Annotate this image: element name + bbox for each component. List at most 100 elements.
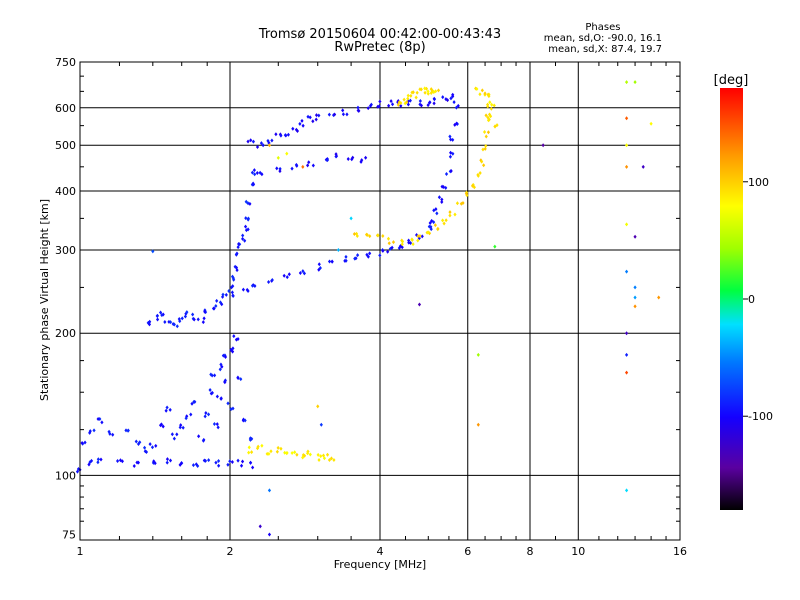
echo-point <box>206 412 211 417</box>
echo-point <box>191 312 195 317</box>
echo-point <box>266 279 271 284</box>
echo-point <box>248 201 252 206</box>
echo-point <box>219 362 223 367</box>
echo-point <box>414 95 418 100</box>
echo-point <box>276 155 280 160</box>
echo-point <box>624 80 629 85</box>
echo-point <box>308 452 312 457</box>
echo-point <box>388 246 392 251</box>
echo-point <box>482 163 486 168</box>
echo-point <box>541 143 545 148</box>
echo-point <box>248 436 253 441</box>
echo-point <box>154 443 158 448</box>
echo-point <box>495 123 499 128</box>
echo-point <box>360 158 364 163</box>
echo-point <box>325 158 330 163</box>
echo-point <box>486 118 491 123</box>
echo-point <box>482 129 487 134</box>
echo-point <box>165 457 170 462</box>
echo-point <box>219 396 223 401</box>
echo-point <box>408 241 413 246</box>
echo-point <box>322 456 327 461</box>
echo-point <box>279 446 283 451</box>
echo-point <box>196 317 200 322</box>
echo-point <box>411 242 415 247</box>
echo-point <box>397 100 401 105</box>
echo-point <box>98 417 102 422</box>
echo-point <box>164 408 168 413</box>
echo-point <box>440 184 444 189</box>
echo-point <box>285 451 289 456</box>
echo-point <box>172 322 176 327</box>
echo-point <box>456 103 460 108</box>
echo-point <box>432 208 436 213</box>
echo-point <box>291 126 295 131</box>
echo-point <box>283 133 287 138</box>
echo-point <box>138 440 142 445</box>
echo-point <box>405 100 409 105</box>
echo-point <box>120 459 124 464</box>
echo-point <box>282 273 286 278</box>
echo-point <box>251 465 255 470</box>
echo-point <box>428 100 432 105</box>
echo-point <box>400 242 404 247</box>
echo-point <box>390 102 395 107</box>
echo-point <box>492 103 496 108</box>
echo-point <box>265 451 269 456</box>
echo-point <box>449 169 453 174</box>
echo-point <box>426 91 430 96</box>
echo-point <box>235 268 239 273</box>
echo-point <box>228 459 232 464</box>
echo-point <box>327 457 332 462</box>
echo-point <box>172 436 176 441</box>
echo-point <box>231 346 235 351</box>
echo-point <box>243 238 247 243</box>
echo-point <box>124 428 128 433</box>
phase-x-stats: mean, sd,X: 87.4, 19.7 <box>548 44 662 55</box>
echo-point <box>341 108 345 113</box>
echo-point <box>476 422 480 427</box>
echo-point <box>426 89 430 94</box>
echo-point <box>244 199 248 204</box>
echo-point <box>151 249 155 254</box>
echo-point <box>243 418 247 423</box>
echo-point <box>181 425 185 430</box>
echo-point <box>279 133 283 138</box>
echo-point <box>175 324 179 329</box>
echo-point <box>233 264 237 269</box>
chart-subtitle: RwPretec (8p) <box>334 40 426 55</box>
echo-point <box>266 138 270 143</box>
echo-point <box>253 172 257 177</box>
echo-point <box>484 113 488 118</box>
echo-point <box>214 460 218 465</box>
echo-point <box>410 90 414 95</box>
echo-point <box>168 458 173 463</box>
echo-point <box>232 334 236 339</box>
echo-point <box>275 449 279 454</box>
echo-point <box>251 139 256 144</box>
echo-point <box>267 143 272 148</box>
echo-point <box>160 313 164 318</box>
echo-point <box>223 355 228 360</box>
echo-point <box>448 154 453 159</box>
x-tick-label: 1 <box>77 545 84 558</box>
echo-point <box>476 172 480 177</box>
echo-point <box>429 90 433 95</box>
echo-point <box>415 233 419 238</box>
echo-point <box>290 166 294 171</box>
echo-point <box>147 322 152 327</box>
echo-point <box>386 236 391 241</box>
echo-point <box>202 316 206 321</box>
echo-point <box>148 442 152 447</box>
echo-point <box>191 463 196 468</box>
echo-point <box>155 317 160 322</box>
echo-point <box>314 113 319 118</box>
echo-point <box>203 458 208 463</box>
echo-point <box>92 428 96 433</box>
echo-point <box>442 221 446 226</box>
y-tick-label: 600 <box>55 102 76 115</box>
echo-point <box>387 103 391 108</box>
x-tick-label: 6 <box>464 545 471 558</box>
y-tick-label: 400 <box>55 185 76 198</box>
